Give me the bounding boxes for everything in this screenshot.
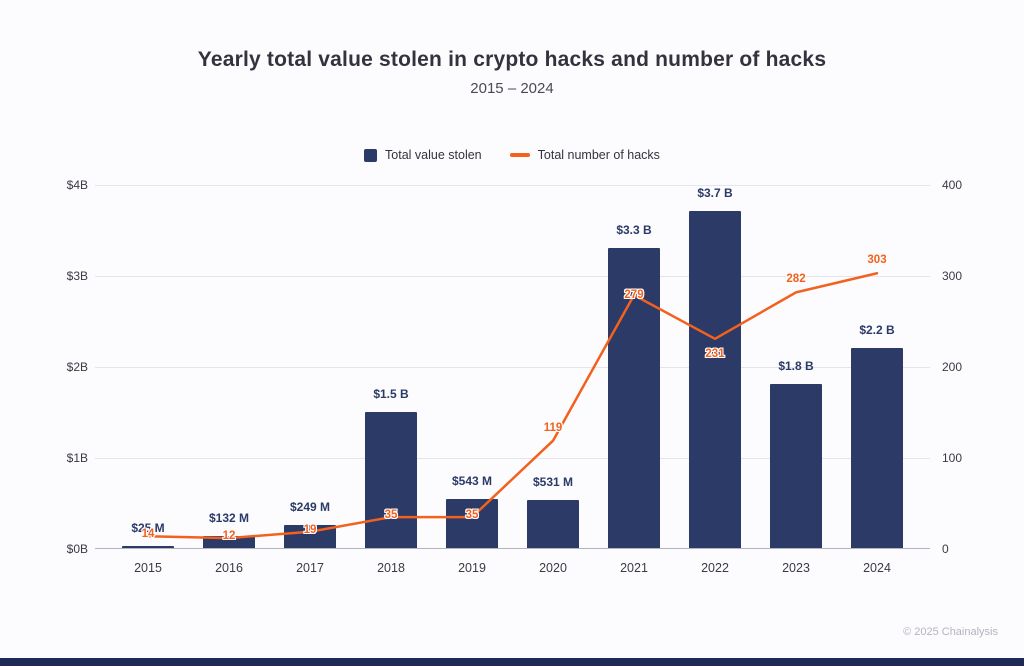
line-swatch-icon	[509, 153, 530, 157]
bar-value-label: $25 M	[131, 520, 165, 535]
gridline	[95, 185, 930, 186]
chart-header: Yearly total value stolen in crypto hack…	[0, 48, 1024, 97]
bar-2023	[770, 384, 822, 548]
bar-value-label: $543 M	[451, 473, 493, 488]
bar-value-label: $3.3 B	[616, 222, 652, 237]
right-axis-tick: 300	[942, 269, 963, 283]
x-axis-label-2016: 2016	[215, 561, 243, 575]
left-axis-tick: $1B	[66, 451, 88, 465]
line-value-label: 35	[465, 509, 479, 522]
left-axis-tick: $3B	[66, 269, 88, 283]
x-axis-label-2021: 2021	[620, 561, 648, 575]
gridline	[95, 367, 930, 368]
x-axis-label-2015: 2015	[134, 561, 162, 575]
bar-2024	[851, 347, 903, 548]
left-axis-tick: $2B	[66, 360, 88, 374]
line-value-label: 119	[543, 421, 563, 434]
bar-2022	[689, 211, 741, 548]
chart-legend: Total value stolen Total number of hacks	[0, 148, 1024, 162]
bar-2019	[446, 498, 498, 548]
bar-value-label: $531 M	[532, 474, 574, 489]
hacks-line	[146, 272, 879, 540]
hacks-line-chart	[146, 272, 879, 540]
bottom-accent-bar	[0, 658, 1024, 666]
chart-title: Yearly total value stolen in crypto hack…	[197, 48, 827, 71]
right-axis-tick: 400	[942, 178, 963, 192]
bar-2017	[284, 525, 336, 548]
bar-2018	[365, 411, 417, 548]
line-value-label: 282	[786, 273, 806, 286]
bar-value-label: $3.7 B	[697, 186, 733, 201]
line-value-label: 12	[222, 530, 236, 543]
x-axis-label-2019: 2019	[458, 561, 486, 575]
x-axis-label-2024: 2024	[863, 561, 891, 575]
bar-2015	[122, 545, 174, 548]
line-value-label: 35	[384, 509, 398, 522]
line-value-label: 14	[141, 528, 155, 541]
x-axis-label-2020: 2020	[539, 561, 567, 575]
bar-swatch-icon	[364, 148, 378, 162]
bar-2020	[527, 499, 579, 548]
x-axis-label-2018: 2018	[377, 561, 405, 575]
x-axis-label-2022: 2022	[701, 561, 729, 575]
right-axis-tick: 100	[942, 451, 963, 465]
right-axis-tick: 0	[942, 542, 949, 556]
bar-value-label: $2.2 B	[859, 322, 895, 337]
bar-2021	[608, 247, 660, 548]
copyright-note: © 2025 Chainalysis	[903, 626, 998, 638]
line-value-label: 19	[303, 523, 317, 536]
legend-line-label: Total number of hacks	[537, 148, 660, 162]
bar-value-label: $1.5 B	[373, 386, 409, 401]
gridline	[95, 458, 930, 459]
line-value-label: 303	[867, 254, 887, 267]
right-axis-tick: 200	[942, 360, 963, 374]
gridline	[95, 276, 930, 277]
bar-value-label: $132 M	[208, 510, 250, 525]
legend-item-bars: Total value stolen	[364, 148, 482, 162]
x-axis-label-2017: 2017	[296, 561, 324, 575]
line-value-label: 231	[705, 347, 725, 360]
x-axis-label-2023: 2023	[782, 561, 810, 575]
line-value-label: 279	[624, 289, 644, 302]
legend-bars-label: Total value stolen	[385, 148, 482, 162]
plot-area: $25 M 2015 $132 M 2016 $249 M 2017 $1.5 B 2018 $…	[95, 185, 930, 575]
bar-value-label: $249 M	[289, 500, 331, 515]
legend-item-line: Total number of hacks	[509, 148, 660, 162]
chart-subtitle: 2015 – 2024	[470, 80, 554, 97]
bar-value-label: $1.8 B	[778, 359, 814, 374]
left-axis-tick: $4B	[66, 178, 88, 192]
left-axis-tick: $0B	[66, 542, 88, 556]
